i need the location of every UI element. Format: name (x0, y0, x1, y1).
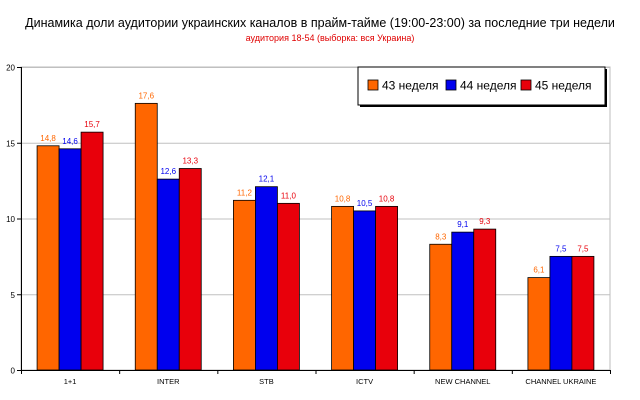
chart-title: Динамика доли аудитории украинских канал… (25, 16, 615, 30)
bar (571, 255, 595, 371)
y-tick-label: 5 (11, 291, 16, 300)
legend-swatch (520, 79, 532, 91)
bar (156, 178, 180, 371)
data-label: 7,5 (555, 244, 567, 253)
data-label: 10,8 (379, 194, 395, 203)
bar (353, 210, 376, 371)
data-label: 12,6 (160, 167, 176, 176)
data-label: 7,5 (577, 244, 589, 253)
bar (58, 148, 82, 371)
data-label: 17,6 (138, 91, 154, 100)
bar (36, 145, 60, 371)
data-label: 9,1 (457, 220, 469, 229)
data-label: 9,3 (479, 217, 491, 226)
y-axis: 0 5 10 15 20 (6, 64, 22, 376)
data-labels: 14,8 14,6 15,7 17,6 12,6 13,3 11,2 12,1 11,0 10,8… (40, 91, 589, 274)
bar (134, 102, 158, 371)
bar (255, 186, 278, 371)
data-label: 10,8 (335, 194, 351, 203)
data-label: 13,3 (182, 157, 198, 166)
y-tick-label: 10 (6, 215, 15, 224)
legend-swatch (445, 79, 457, 91)
bar (429, 243, 453, 371)
legend-label: 45 неделя (535, 79, 592, 93)
data-label: 8,3 (435, 232, 447, 241)
legend-box (357, 66, 606, 106)
bar (277, 202, 300, 371)
x-tick-label: ICTV (356, 377, 373, 386)
x-tick-label: 1+1 (64, 377, 77, 386)
x-tick-label: INTER (157, 377, 180, 386)
chart-subtitle: аудитория 18-54 (выборка: вся Украина) (245, 33, 415, 43)
y-tick-label: 0 (11, 367, 16, 376)
bar (527, 277, 551, 371)
legend-swatch (367, 79, 379, 91)
x-tick-label: CHANNEL UKRAINE (525, 377, 596, 386)
bar (375, 205, 398, 371)
bar (451, 231, 475, 371)
data-label: 10,5 (357, 199, 373, 208)
y-tick-label: 15 (6, 139, 15, 148)
gridlines (20, 66, 611, 371)
data-label: 14,6 (62, 137, 78, 146)
bar (80, 131, 104, 371)
x-tick-label: NEW CHANNEL (435, 377, 490, 386)
x-tick-label: STB (259, 377, 274, 386)
x-axis: 1+1 INTER STB ICTV NEW CHANNEL CHANNEL UKRAIN… (21, 370, 611, 386)
legend-label: 44 неделя (460, 79, 517, 93)
bar (178, 168, 202, 371)
data-label: 6,1 (533, 266, 545, 275)
bar (331, 205, 354, 371)
data-label: 11,2 (237, 188, 253, 197)
bar (549, 255, 573, 371)
legend: 43 неделя 44 неделя 45 неделя (357, 66, 607, 107)
data-label: 11,0 (281, 191, 297, 200)
bar (473, 228, 497, 371)
data-label: 14,8 (40, 134, 56, 143)
legend-label: 43 неделя (382, 79, 439, 93)
y-tick-label: 20 (6, 64, 15, 73)
bars (36, 102, 595, 371)
data-label: 12,1 (259, 175, 275, 184)
bar (233, 199, 256, 371)
data-label: 15,7 (84, 120, 100, 129)
